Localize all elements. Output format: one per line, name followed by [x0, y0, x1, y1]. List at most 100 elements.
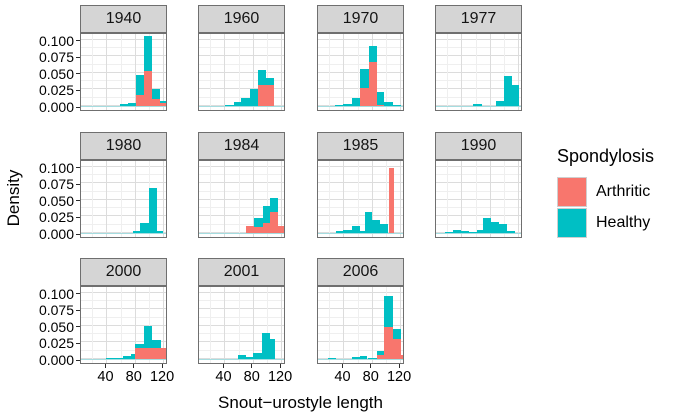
histogram-bar-healthy	[160, 100, 166, 104]
gridline-y-major	[199, 308, 284, 310]
y-tick-mark	[76, 309, 80, 311]
histogram-bar-arthritic	[266, 84, 274, 106]
histogram-bar-arthritic	[384, 327, 393, 359]
x-tick-label: 40	[334, 369, 351, 385]
histogram-bar-healthy	[132, 231, 141, 233]
histogram-bar-healthy	[372, 219, 381, 233]
gridline-y-minor	[318, 190, 403, 192]
zero-baseline	[318, 359, 403, 360]
facet-strip: 1984	[198, 132, 285, 160]
histogram-bar-healthy	[483, 218, 492, 233]
facet-panel	[435, 33, 522, 111]
histogram-bar-healthy	[135, 343, 144, 348]
y-tick-label: 0.025	[38, 209, 74, 226]
facet-panel	[317, 33, 404, 111]
legend-label-healthy: Healthy	[596, 213, 651, 231]
zero-baseline	[436, 233, 521, 234]
gridline-x-major	[252, 161, 254, 237]
x-tick-mark	[161, 364, 163, 368]
gridline-x-major	[518, 34, 520, 110]
facet-1977: 1977	[435, 5, 522, 111]
gridline-x-minor	[210, 34, 212, 110]
gridline-y-minor	[436, 190, 521, 192]
facet-panel	[198, 286, 285, 364]
facet-1970: 1970	[317, 5, 404, 111]
y-tick-label: 0.100	[38, 159, 74, 176]
gridline-y-major	[81, 71, 166, 73]
gridline-y-major	[81, 215, 166, 217]
gridline-y-major	[436, 55, 521, 57]
gridline-x-major	[134, 161, 136, 237]
histogram-bar-healthy	[376, 91, 385, 106]
histogram-bar-healthy	[225, 105, 234, 106]
facet-title: 2006	[342, 263, 379, 280]
gridline-y-minor	[318, 223, 403, 225]
histogram-bar-arthritic	[152, 98, 161, 106]
y-tick-label: 0.000	[38, 99, 74, 115]
histogram-bar-arthritic	[278, 226, 284, 233]
histogram-bar-arthritic	[376, 355, 385, 359]
gridline-y-major	[318, 291, 403, 293]
gridline-x-major	[106, 287, 108, 363]
gridline-x-major	[461, 161, 463, 237]
facet-strip: 2001	[198, 258, 285, 286]
histogram-bar-healthy	[351, 98, 361, 106]
facet-1980: 1980	[80, 132, 167, 238]
histogram-bar-healthy	[392, 329, 401, 340]
facet-panel	[80, 33, 167, 111]
gridline-y-minor	[318, 173, 403, 175]
gridline-x-minor	[238, 287, 240, 363]
gridline-x-minor	[475, 34, 477, 110]
histogram-bar-healthy	[266, 78, 274, 85]
facet-title: 2000	[105, 263, 142, 280]
gridline-y-major	[199, 232, 284, 233]
histogram-bar-arthritic	[160, 347, 166, 359]
gridline-x-major	[224, 34, 226, 110]
histogram-bar-healthy	[498, 224, 508, 233]
gridline-x-minor	[329, 34, 331, 110]
gridline-x-minor	[385, 161, 387, 237]
histogram-bar-healthy	[114, 357, 123, 359]
histogram-bar-healthy	[241, 98, 250, 106]
gridline-x-major	[371, 161, 373, 237]
gridline-x-minor	[503, 34, 505, 110]
gridline-y-major	[199, 88, 284, 90]
x-tick-label: 80	[362, 369, 379, 385]
gridline-x-minor	[238, 34, 240, 110]
histogram-bar-arthritic	[368, 62, 377, 106]
histogram-bar-healthy	[270, 198, 279, 213]
facet-title: 1985	[342, 137, 379, 154]
gridline-y-major	[199, 182, 284, 184]
x-tick-mark	[251, 364, 253, 368]
gridline-x-major	[400, 34, 402, 110]
gridline-y-major	[81, 232, 166, 233]
gridline-y-minor	[81, 316, 166, 318]
gridline-y-major	[81, 88, 166, 90]
gridline-x-major	[400, 161, 402, 237]
gridline-x-minor	[92, 287, 94, 363]
gridline-x-major	[343, 287, 345, 363]
histogram-bar-healthy	[351, 226, 360, 233]
y-tick-mark	[76, 106, 80, 108]
y-tick-mark	[76, 293, 80, 295]
histogram-bar-healthy	[119, 104, 128, 106]
gridline-y-minor	[81, 349, 166, 351]
histogram-bar-arthritic	[160, 103, 166, 106]
gridline-x-minor	[266, 161, 268, 237]
x-tick-label: 40	[97, 369, 114, 385]
histogram-bar-healthy	[269, 339, 275, 359]
gridline-x-major	[343, 161, 345, 237]
gridline-y-major	[318, 38, 403, 40]
facet-title: 1984	[223, 137, 260, 154]
histogram-bar-healthy	[245, 357, 254, 359]
legend-title: Spondylosis	[557, 146, 655, 166]
x-tick-mark	[370, 364, 372, 368]
histogram-bar-healthy	[511, 84, 519, 106]
gridline-y-major	[81, 165, 166, 167]
arthritic-swatch	[557, 176, 587, 207]
gridline-x-minor	[92, 34, 94, 110]
y-tick-mark	[76, 40, 80, 42]
x-tick-mark	[398, 364, 400, 368]
facet-title: 1980	[105, 137, 142, 154]
